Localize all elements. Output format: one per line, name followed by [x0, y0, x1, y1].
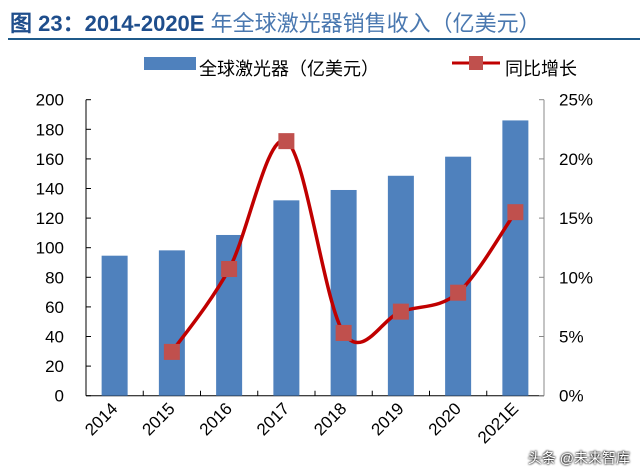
bar-2016 [216, 234, 243, 396]
x-tick-label: 2019 [368, 399, 408, 439]
growth-marker-2016 [221, 261, 238, 278]
legend: 全球激光器（亿美元） 同比增长 [144, 56, 577, 79]
bar-2018 [330, 189, 357, 396]
x-tick-label: 2015 [139, 399, 179, 439]
right-tick-label: 25% [559, 91, 593, 110]
x-tick-label: 2017 [253, 399, 293, 439]
legend-line-label: 同比增长 [505, 59, 577, 79]
growth-marker-2020 [450, 284, 467, 301]
x-tick-label: 2021E [474, 399, 522, 447]
bar-2017 [273, 200, 300, 396]
x-tick-label: 2018 [310, 399, 350, 439]
left-tick-label: 160 [36, 150, 64, 169]
right-tick-label: 20% [559, 150, 593, 169]
right-tick-label: 5% [559, 328, 584, 347]
bar-2019 [387, 175, 414, 396]
growth-marker-2018 [335, 324, 352, 341]
growth-marker-2019 [392, 303, 409, 320]
left-tick-label: 140 [36, 180, 64, 199]
right-tick-label: 15% [559, 209, 593, 228]
x-tick-label: 2020 [425, 399, 465, 439]
right-tick-label: 10% [559, 268, 593, 287]
title-prefix: 图 23：2014-2020E [10, 11, 205, 36]
x-tick-label: 2014 [81, 399, 121, 439]
bar-2020 [445, 156, 472, 396]
legend-bar-label: 全球激光器（亿美元） [199, 59, 379, 79]
left-tick-label: 0 [55, 387, 64, 406]
left-tick-label: 60 [45, 298, 64, 317]
left-tick-label: 180 [36, 120, 64, 139]
right-tick-label: 0% [559, 387, 584, 406]
left-tick-label: 100 [36, 239, 64, 258]
left-tick-label: 120 [36, 209, 64, 228]
growth-marker-2017 [278, 133, 295, 150]
left-tick-label: 20 [45, 357, 64, 376]
title-divider [8, 38, 640, 40]
legend-bar-swatch [144, 57, 196, 70]
bar-2015 [158, 250, 185, 396]
bar-2021E [502, 120, 529, 396]
growth-marker-2021E [507, 204, 524, 221]
bar-2014 [101, 255, 128, 396]
watermark: 头条 @未来智库 [527, 450, 630, 466]
left-tick-label: 40 [45, 328, 64, 347]
chart-title: 图 23：2014-2020E 年全球激光器销售收入（亿美元） [10, 6, 541, 38]
legend-line-marker [469, 56, 483, 70]
left-tick-label: 80 [45, 268, 64, 287]
left-tick-label: 200 [36, 91, 64, 110]
x-tick-label: 2016 [196, 399, 236, 439]
growth-marker-2015 [163, 343, 180, 360]
title-rest: 年全球激光器销售收入（亿美元） [204, 11, 541, 36]
